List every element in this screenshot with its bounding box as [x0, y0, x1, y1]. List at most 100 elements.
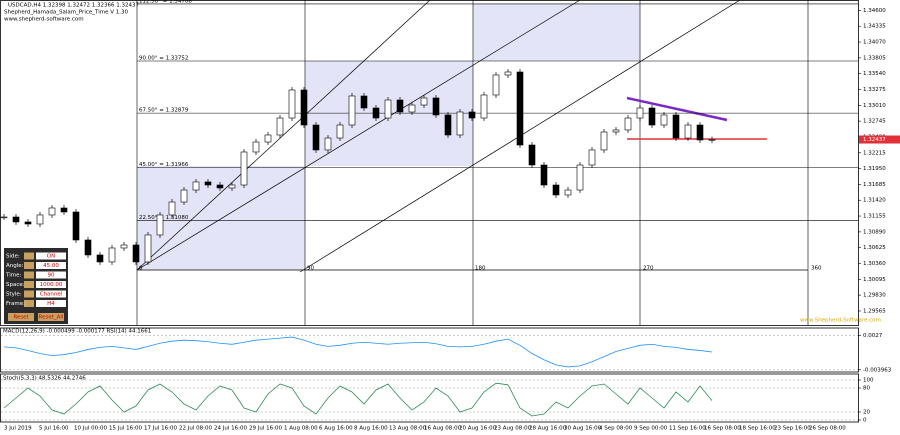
y-tick-label: 1.30890	[863, 229, 886, 235]
field-value: 45.00	[43, 263, 59, 269]
cycle-lines	[136, 0, 809, 325]
candle	[336, 124, 344, 139]
candle	[84, 239, 92, 256]
y-tick-label: 1.31155	[863, 214, 886, 220]
fib-label: 67.50° = 1.32879	[139, 108, 189, 114]
field	[36, 262, 66, 269]
field-label: Angle:	[6, 263, 24, 269]
y-tick-label: 100	[863, 378, 874, 384]
candle	[612, 129, 620, 133]
y-tick-label: 1.31950	[863, 166, 886, 172]
candle	[0, 216, 8, 219]
candle	[444, 114, 452, 136]
x-tick-label: 15 Jul 16:00	[109, 426, 142, 432]
field	[24, 271, 34, 279]
field-value: 1000.00	[40, 282, 63, 288]
field	[24, 252, 34, 260]
x-tick-label: 10 Jul 00:00	[74, 426, 107, 432]
x-tick-label: 4 Sep 08:00	[599, 426, 633, 432]
cycle-label: 270	[643, 266, 654, 272]
candle	[312, 124, 320, 151]
button[interactable]	[8, 313, 34, 321]
x-tick-label: 11 Sep 16:00	[669, 426, 706, 432]
candle	[144, 234, 152, 263]
candle	[540, 164, 548, 186]
candle	[492, 74, 500, 96]
field	[36, 290, 66, 298]
candle	[600, 131, 608, 151]
x-tick-label: 6 Aug 16:00	[319, 426, 353, 432]
field-label: Side:	[6, 254, 20, 260]
candle	[552, 184, 560, 196]
x-tick-label: 29 Jul 16:00	[249, 426, 282, 432]
y-tick-label: 1.33540	[863, 71, 886, 77]
candle	[120, 244, 128, 249]
fib-label: 22.50° = 1.31080	[139, 215, 189, 221]
y-tick-label: 1.30360	[863, 261, 886, 267]
button-label: Reset	[13, 315, 29, 321]
candle	[576, 164, 584, 191]
y-tick-label: 1.30095	[863, 277, 886, 283]
y-tick-label: 80	[863, 386, 870, 392]
field	[24, 290, 34, 298]
candle	[300, 89, 308, 126]
button[interactable]	[38, 313, 64, 321]
candle	[432, 97, 440, 116]
y-tick-label: 1.33805	[863, 55, 886, 61]
button-label: Reset_All	[39, 315, 64, 321]
cycle-label: 360	[811, 266, 822, 272]
x-tick-label: 16 Aug 08:00	[424, 426, 462, 432]
field	[24, 281, 34, 288]
field-label: Time:	[5, 273, 21, 279]
main-frame	[0, 0, 859, 326]
candle	[48, 207, 56, 216]
candle	[624, 117, 632, 131]
candle	[456, 111, 464, 136]
candle	[468, 111, 476, 119]
cycle-label: 90	[307, 266, 314, 272]
field	[24, 300, 34, 307]
watermark: www.Shepherd-Software.com	[800, 318, 881, 324]
y-tick-label: 1.33010	[863, 103, 886, 109]
candle	[108, 247, 116, 263]
field	[36, 281, 66, 288]
price-box	[859, 135, 900, 144]
candle	[648, 107, 656, 126]
candle	[60, 207, 68, 213]
x-tick-label: 18 Sep 16:00	[739, 426, 776, 432]
field-value: Channel	[40, 292, 63, 298]
macd-header: MACD(12,26,9) -0.000499 -0.000177 RSI(14…	[3, 329, 151, 335]
x-tick-label: 9 Sep 00:00	[634, 426, 668, 432]
x-tick-label: 3 Jul 2019	[4, 426, 32, 432]
candle	[636, 107, 644, 119]
candle	[216, 184, 224, 189]
field	[24, 262, 34, 269]
oscillator-line	[3, 382, 713, 417]
candle	[132, 244, 140, 263]
x-tick-label: 5 Jul 16:00	[39, 426, 69, 432]
x-tick-label: 13 Aug 08:00	[389, 426, 427, 432]
candle	[12, 216, 20, 223]
y-tick-label: 20	[863, 410, 870, 416]
candle	[264, 134, 272, 143]
y-tick-label: 1.32745	[863, 119, 886, 125]
field	[36, 300, 66, 307]
candle	[204, 181, 212, 186]
x-tick-label: 23 Aug 08:00	[494, 426, 532, 432]
fib-label: 112.50° = 1.34708	[139, 0, 192, 4]
x-tick-label: 8 Aug 16:00	[354, 426, 388, 432]
y-tick-label: 1.31685	[863, 182, 886, 188]
candle	[192, 181, 200, 191]
candle	[372, 107, 380, 119]
x-tick-label: 17 Jul 16:00	[144, 426, 177, 432]
x-tick-label: 16 Sep 08:00	[704, 426, 741, 432]
fib-label: 90.00° = 1.33752	[139, 56, 188, 62]
candle	[324, 137, 332, 151]
stoch-frame	[0, 373, 859, 423]
last-price: 1.32437	[863, 137, 886, 143]
candle	[528, 144, 536, 166]
candle	[660, 114, 668, 126]
symbol: USDCAD,H4 1.32398 1.32472 1.32366 1.3243…	[8, 3, 139, 9]
candle	[276, 117, 284, 136]
